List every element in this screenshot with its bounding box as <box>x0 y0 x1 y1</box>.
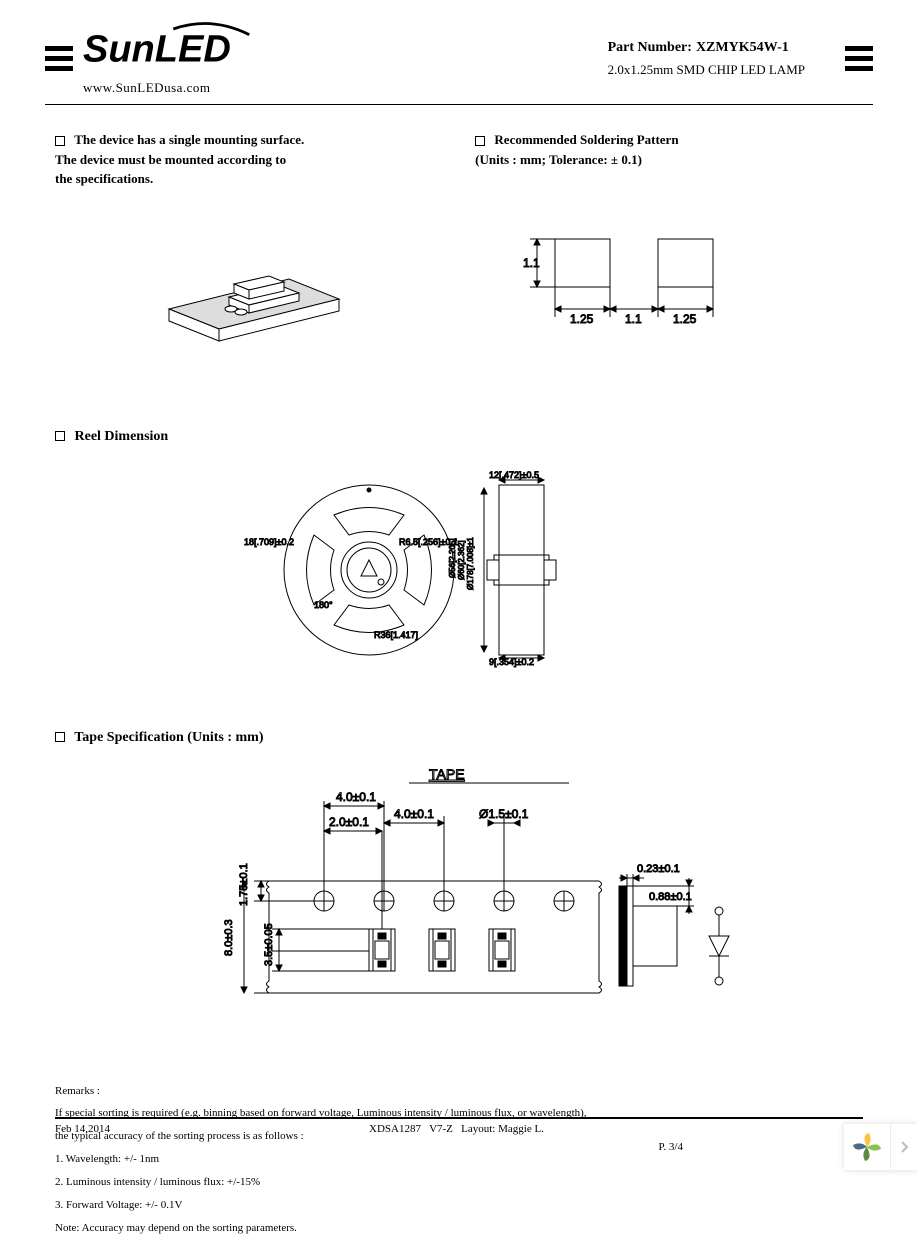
reel-dimension-drawing: 12[.472]±0.5 18[.709]±0.2 R6.5[.256]±0.1… <box>55 460 863 675</box>
reel-d60-label: Ø60[2.362] <box>457 540 466 580</box>
header-part-info: Part Number: XZMYK54W-1 2.0x1.25mm SMD C… <box>608 38 805 78</box>
menu-icon-right[interactable] <box>845 46 873 71</box>
remarks-item2: 2. Luminous intensity / luminous flux: +… <box>55 1172 863 1193</box>
tape-d15: Ø1.5±0.1 <box>479 807 529 821</box>
corner-widget[interactable] <box>844 1124 918 1170</box>
mounting-line3: the specifications. <box>55 171 153 186</box>
tape-spec-drawing: TAPE <box>55 761 863 1036</box>
reel-top-label: 12[.472]±0.5 <box>489 470 539 480</box>
reel-d178-label: Ø178[7.008]±1 <box>466 536 475 589</box>
footer-date: Feb 14,2014 <box>55 1123 110 1135</box>
bullet-icon <box>475 136 485 146</box>
footer-doc: XDSA1287 <box>369 1123 421 1135</box>
menu-icon[interactable] <box>45 46 73 71</box>
solder-units: (Units : mm; Tolerance: ± 0.1) <box>475 152 642 167</box>
footer-ver: V7-Z <box>429 1123 453 1135</box>
page-footer: Feb 14,2014 XDSA1287 V7-Z Layout: Maggie… <box>0 1117 918 1153</box>
page-header: SunLED www.SunLEDusa.com Part Number: XZ… <box>0 0 918 96</box>
dim-h: 1.1 <box>523 256 540 270</box>
bullet-icon <box>55 136 65 146</box>
logo-text: SunLED <box>83 28 231 70</box>
dim-w2: 1.25 <box>673 312 697 326</box>
mounting-line2: The device must be mounted according to <box>55 152 286 167</box>
mounting-line1: The device has a single mounting surface… <box>74 132 304 147</box>
reel-r36-label: R36[1.417] <box>374 630 418 640</box>
reel-dimension-heading: Reel Dimension <box>55 429 863 445</box>
pinwheel-icon <box>844 1124 890 1170</box>
part-number-label: Part Number: <box>608 40 692 55</box>
reel-title: Reel Dimension <box>75 429 169 444</box>
tape-t023: 0.23±0.1 <box>637 863 680 875</box>
solder-pattern-drawing: 1.1 1.25 1.1 <box>475 209 863 354</box>
tape-h80: 8.0±0.3 <box>223 919 235 956</box>
solder-title: Recommended Soldering Pattern <box>494 132 678 147</box>
tape-t088: 0.88±0.1 <box>649 891 692 903</box>
footer-layout-name: Maggie L. <box>498 1123 544 1135</box>
remarks-heading: Remarks : <box>55 1081 863 1102</box>
tape-p20: 2.0±0.1 <box>329 815 369 829</box>
tape-spec-heading: Tape Specification (Units : mm) <box>55 730 863 746</box>
mounting-note: The device has a single mounting surface… <box>55 130 443 189</box>
logo-url: www.SunLEDusa.com <box>83 80 273 96</box>
tape-heading: TAPE <box>429 766 465 782</box>
brand-logo: SunLED www.SunLEDusa.com <box>83 20 273 96</box>
tape-p40b: 4.0±0.1 <box>394 807 434 821</box>
remarks-section: Remarks : If special sorting is required… <box>55 1081 863 1239</box>
solder-pattern-heading: Recommended Soldering Pattern (Units : m… <box>475 130 863 169</box>
bullet-icon <box>55 431 65 441</box>
reel-left-label: 18[.709]±0.2 <box>244 537 294 547</box>
dim-w1: 1.25 <box>570 312 594 326</box>
chevron-right-icon[interactable] <box>890 1124 918 1170</box>
tape-title: Tape Specification (Units : mm) <box>74 730 263 745</box>
footer-layout-label: Layout: <box>461 1123 495 1135</box>
tape-h35: 3.5±0.05 <box>263 923 275 966</box>
bullet-icon <box>55 732 65 742</box>
part-description: 2.0x1.25mm SMD CHIP LED LAMP <box>608 62 805 78</box>
reel-180-label: 180° <box>314 600 333 610</box>
part-number-value: XZMYK54W-1 <box>696 40 789 55</box>
device-isometric-drawing <box>55 229 443 374</box>
page-number: P. 3/4 <box>55 1141 863 1153</box>
remarks-item3: 3. Forward Voltage: +/- 0.1V <box>55 1195 863 1216</box>
remarks-note: Note: Accuracy may depend on the sorting… <box>55 1218 863 1239</box>
tape-p40a: 4.0±0.1 <box>336 790 376 804</box>
dim-gap: 1.1 <box>625 312 642 326</box>
reel-d56-label: Ø56[2.205] <box>448 538 457 578</box>
